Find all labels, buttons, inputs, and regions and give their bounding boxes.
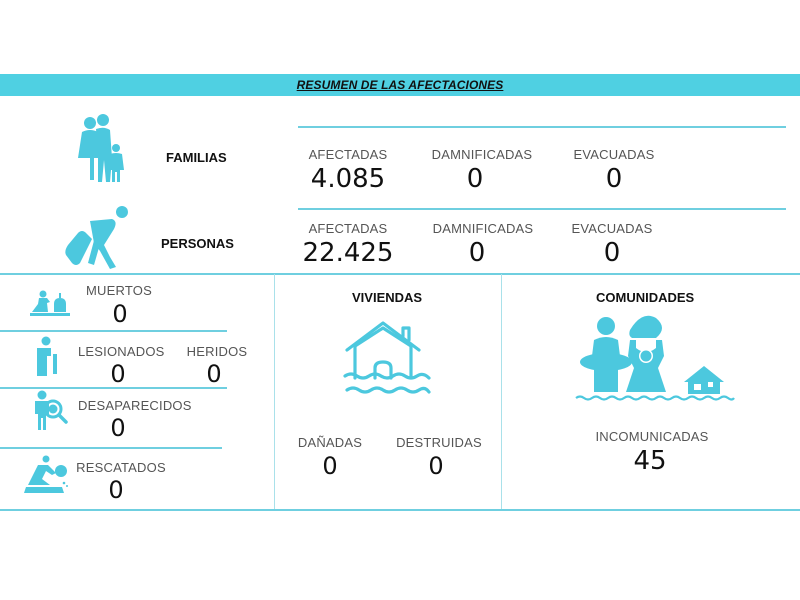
divider xyxy=(0,330,227,332)
danadas-label: DAÑADAS xyxy=(297,435,363,450)
person-luggage-icon xyxy=(64,205,132,271)
personas-afectadas-label: AFECTADAS xyxy=(308,221,388,236)
divider xyxy=(0,447,222,449)
column-divider xyxy=(274,274,275,509)
incomunicadas-label: INCOMUNICADAS xyxy=(595,429,709,444)
divider xyxy=(298,126,786,128)
personas-label: PERSONAS xyxy=(161,236,234,251)
personas-evacuadas-value: 0 xyxy=(603,238,621,268)
divider xyxy=(0,387,227,389)
rescue-icon xyxy=(24,455,70,497)
header-banner: RESUMEN DE LAS AFECTACIONES xyxy=(0,74,800,96)
column-divider xyxy=(501,274,502,509)
destruidas-label: DESTRUIDAS xyxy=(396,435,482,450)
comunidades-title: COMUNIDADES xyxy=(596,290,695,305)
personas-damnificadas-label: DAMNIFICADAS xyxy=(432,221,534,236)
danadas-value: 0 xyxy=(322,452,338,480)
familias-damnificadas-value: 0 xyxy=(466,164,484,194)
muertos-value: 0 xyxy=(112,300,128,328)
incomunicadas-value: 45 xyxy=(633,446,667,476)
section-border-bottom xyxy=(0,509,800,511)
lesionados-value: 0 xyxy=(110,360,126,388)
desaparecidos-label: DESAPARECIDOS xyxy=(78,398,192,413)
personas-evacuadas-label: EVACUADAS xyxy=(571,221,653,236)
familias-evacuadas-label: EVACUADAS xyxy=(573,147,655,162)
familias-afectadas-label: AFECTADAS xyxy=(308,147,388,162)
familias-afectadas-value: 4.085 xyxy=(310,164,386,194)
familias-label: FAMILIAS xyxy=(166,150,227,165)
injured-person-icon xyxy=(33,336,59,380)
viviendas-title: VIVIENDAS xyxy=(352,290,423,305)
mourning-grave-icon xyxy=(30,290,70,318)
heridos-value: 0 xyxy=(206,360,222,388)
divider xyxy=(298,208,786,210)
familias-evacuadas-value: 0 xyxy=(605,164,623,194)
flood-community-icon xyxy=(574,310,736,402)
missing-person-search-icon xyxy=(34,390,68,432)
rescatados-value: 0 xyxy=(108,476,124,504)
flooded-house-icon xyxy=(343,320,431,402)
rescatados-label: RESCATADOS xyxy=(76,460,166,475)
family-icon xyxy=(76,114,128,186)
personas-afectadas-value: 22.425 xyxy=(302,238,394,268)
lesionados-label: LESIONADOS xyxy=(78,344,165,359)
familias-damnificadas-label: DAMNIFICADAS xyxy=(431,147,533,162)
personas-damnificadas-value: 0 xyxy=(468,238,486,268)
muertos-label: MUERTOS xyxy=(86,283,152,298)
page-title: RESUMEN DE LAS AFECTACIONES xyxy=(296,78,504,92)
destruidas-value: 0 xyxy=(428,452,444,480)
section-border-top xyxy=(0,273,800,275)
heridos-label: HERIDOS xyxy=(186,344,248,359)
desaparecidos-value: 0 xyxy=(110,414,126,442)
